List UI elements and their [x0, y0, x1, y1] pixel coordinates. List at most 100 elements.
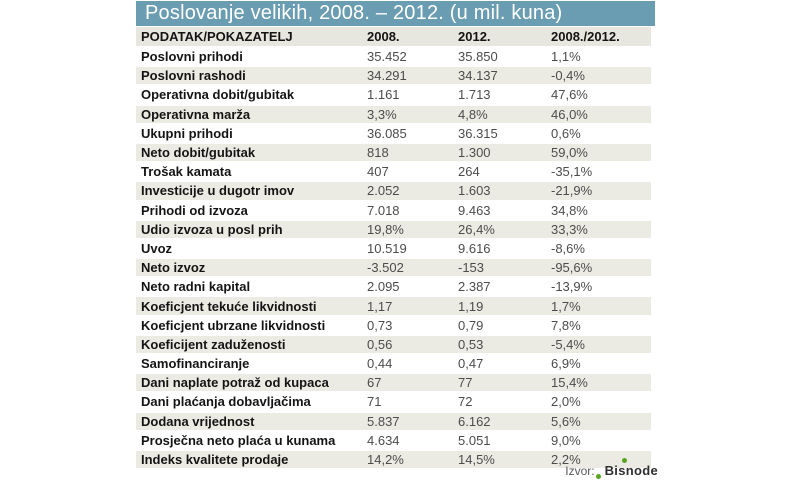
cell-value: 6.162 [458, 413, 491, 429]
cell-value: -8,6% [551, 240, 585, 256]
table-body: Poslovni prihodi 35.452 35.850 1,1% Poslovni… [136, 47, 651, 470]
cell-value: -5,4% [551, 336, 585, 352]
source-label: Izvor: [565, 463, 595, 478]
table-row: Neto izvoz -3.502 -153 -95,6% [136, 258, 651, 278]
cell-value: 5,6% [551, 413, 581, 429]
table-row: Dani naplate potraž od kupaca 67 77 15,4% [136, 373, 651, 393]
cell-value: 2,0% [551, 394, 581, 410]
table-row: Koeficijent zaduženosti 0,56 0,53 -5,4% [136, 334, 651, 354]
cell-label: Ukupni prihodi [141, 125, 233, 141]
cell-value: 26,4% [458, 221, 495, 237]
cell-value: 36.085 [367, 125, 407, 141]
cell-value: 15,4% [551, 375, 588, 391]
cell-value: 9.616 [458, 240, 491, 256]
cell-label: Uvoz [141, 240, 173, 256]
cell-label: Dodana vrijednost [141, 413, 255, 429]
cell-value: 72 [458, 394, 473, 410]
cell-value: 9,0% [551, 432, 581, 448]
cell-label: Koeficijent zaduženosti [141, 336, 286, 352]
cell-value: -95,6% [551, 260, 593, 276]
cell-label: Poslovni rashodi [141, 68, 246, 84]
cell-value: 0,6% [551, 125, 581, 141]
cell-label: Koeficjent tekuće likvidnosti [141, 298, 317, 314]
cell-value: 4,8% [458, 106, 488, 122]
cell-value: 1.161 [367, 87, 400, 103]
table-header-row: PODATAK/POKAZATELJ 2008. 2012. 2008./201… [136, 27, 651, 46]
data-table: PODATAK/POKAZATELJ 2008. 2012. 2008./201… [136, 27, 651, 470]
cell-value: 7.018 [367, 202, 400, 218]
table-row: Trošak kamata 407 264 -35,1% [136, 162, 651, 181]
cell-label: Neto radni kapital [141, 279, 251, 295]
cell-label: Udio izvoza u posl prih [141, 221, 283, 237]
cell-value: 34,8% [551, 202, 588, 218]
table-row: Indeks kvalitete prodaje 14,2% 14,5% 2,2% [136, 449, 651, 470]
cell-value: 34.291 [367, 68, 407, 84]
bisnode-logo: Bisnode [595, 458, 660, 480]
chart-title-bar: Poslovanje velikih, 2008. – 2012. (u mil… [136, 1, 655, 26]
table-row: Dani plaćanja dobavljačima 71 72 2,0% [136, 392, 651, 411]
cell-value: -3.502 [367, 260, 404, 276]
table-row: Neto dobit/gubitak 818 1.300 59,0% [136, 142, 651, 163]
cell-label: Operativna dobit/gubitak [141, 87, 295, 103]
cell-value: 67 [367, 375, 382, 391]
table-row: Investicije u dugotr imov 2.052 1.603 -21,9… [136, 181, 651, 201]
cell-value: 2.095 [367, 279, 400, 295]
cell-value: 36.315 [458, 125, 498, 141]
cell-value: 1.713 [458, 87, 491, 103]
logo-dot-icon [595, 474, 601, 480]
cell-label: Prosječna neto plaća u kunama [141, 432, 336, 448]
cell-value: 0,73 [367, 317, 393, 333]
cell-value: 19,8% [367, 221, 404, 237]
cell-value: 6,9% [551, 356, 581, 372]
cell-value: 14,2% [367, 452, 404, 468]
cell-value: 0,44 [367, 356, 393, 372]
cell-value: 0,56 [367, 336, 393, 352]
cell-value: 46,0% [551, 106, 588, 122]
cell-value: 47,6% [551, 87, 588, 103]
cell-value: 35.452 [367, 49, 407, 65]
cell-value: 71 [367, 394, 382, 410]
cell-value: 1,1% [551, 49, 581, 65]
table-row: Koeficjent tekuće likvidnosti 1,17 1,19 1,7… [136, 296, 651, 316]
cell-value: 35.850 [458, 49, 498, 65]
cell-value: 0,79 [458, 317, 484, 333]
table-row: Dodana vrijednost 5.837 6.162 5,6% [136, 411, 651, 431]
table-row: Poslovni prihodi 35.452 35.850 1,1% [136, 47, 651, 66]
cell-value: 264 [458, 164, 480, 180]
cell-value: 10.519 [367, 240, 407, 256]
column-header-change: 2008./2012. [551, 29, 620, 44]
table-row: Udio izvoza u posl prih 19,8% 26,4% 33,3% [136, 219, 651, 239]
table-row: Ukupni prihodi 36.085 36.315 0,6% [136, 124, 651, 143]
cell-value: 5.051 [458, 432, 491, 448]
chart-title: Poslovanje velikih, 2008. – 2012. (u mil… [145, 2, 563, 24]
cell-label: Dani naplate potraž od kupaca [141, 375, 329, 391]
cell-value: 14,5% [458, 452, 495, 468]
cell-label: Prihodi od izvoza [141, 202, 248, 218]
cell-value: 77 [458, 375, 473, 391]
cell-value: 2,2% [551, 452, 581, 468]
cell-value: -153 [458, 260, 485, 276]
cell-value: 0,53 [458, 336, 484, 352]
table-row: Prosječna neto plaća u kunama 4.634 5.051 9… [136, 431, 651, 450]
cell-value: 34.137 [458, 68, 498, 84]
cell-value: 5.837 [367, 413, 400, 429]
cell-value: 2.052 [367, 183, 400, 199]
cell-value: -21,9% [551, 183, 593, 199]
cell-value: 4.634 [367, 432, 400, 448]
table-row: Operativna dobit/gubitak 1.161 1.713 47,6% [136, 85, 651, 104]
cell-label: Neto dobit/gubitak [141, 145, 256, 161]
cell-value: 1.603 [458, 183, 491, 199]
cell-value: -13,9% [551, 279, 593, 295]
source-name: Bisnode [604, 463, 658, 479]
cell-value: 0,47 [458, 356, 484, 372]
column-header-indicator: PODATAK/POKAZATELJ [141, 29, 293, 44]
cell-value: 2.387 [458, 279, 491, 295]
cell-value: 9.463 [458, 202, 491, 218]
cell-value: 1,17 [367, 298, 393, 314]
cell-label: Poslovni prihodi [141, 49, 243, 65]
table-row: Samofinanciranje 0,44 0,47 6,9% [136, 354, 651, 373]
cell-value: -0,4% [551, 68, 585, 84]
cell-value: 818 [367, 145, 389, 161]
column-header-2008: 2008. [367, 29, 400, 44]
